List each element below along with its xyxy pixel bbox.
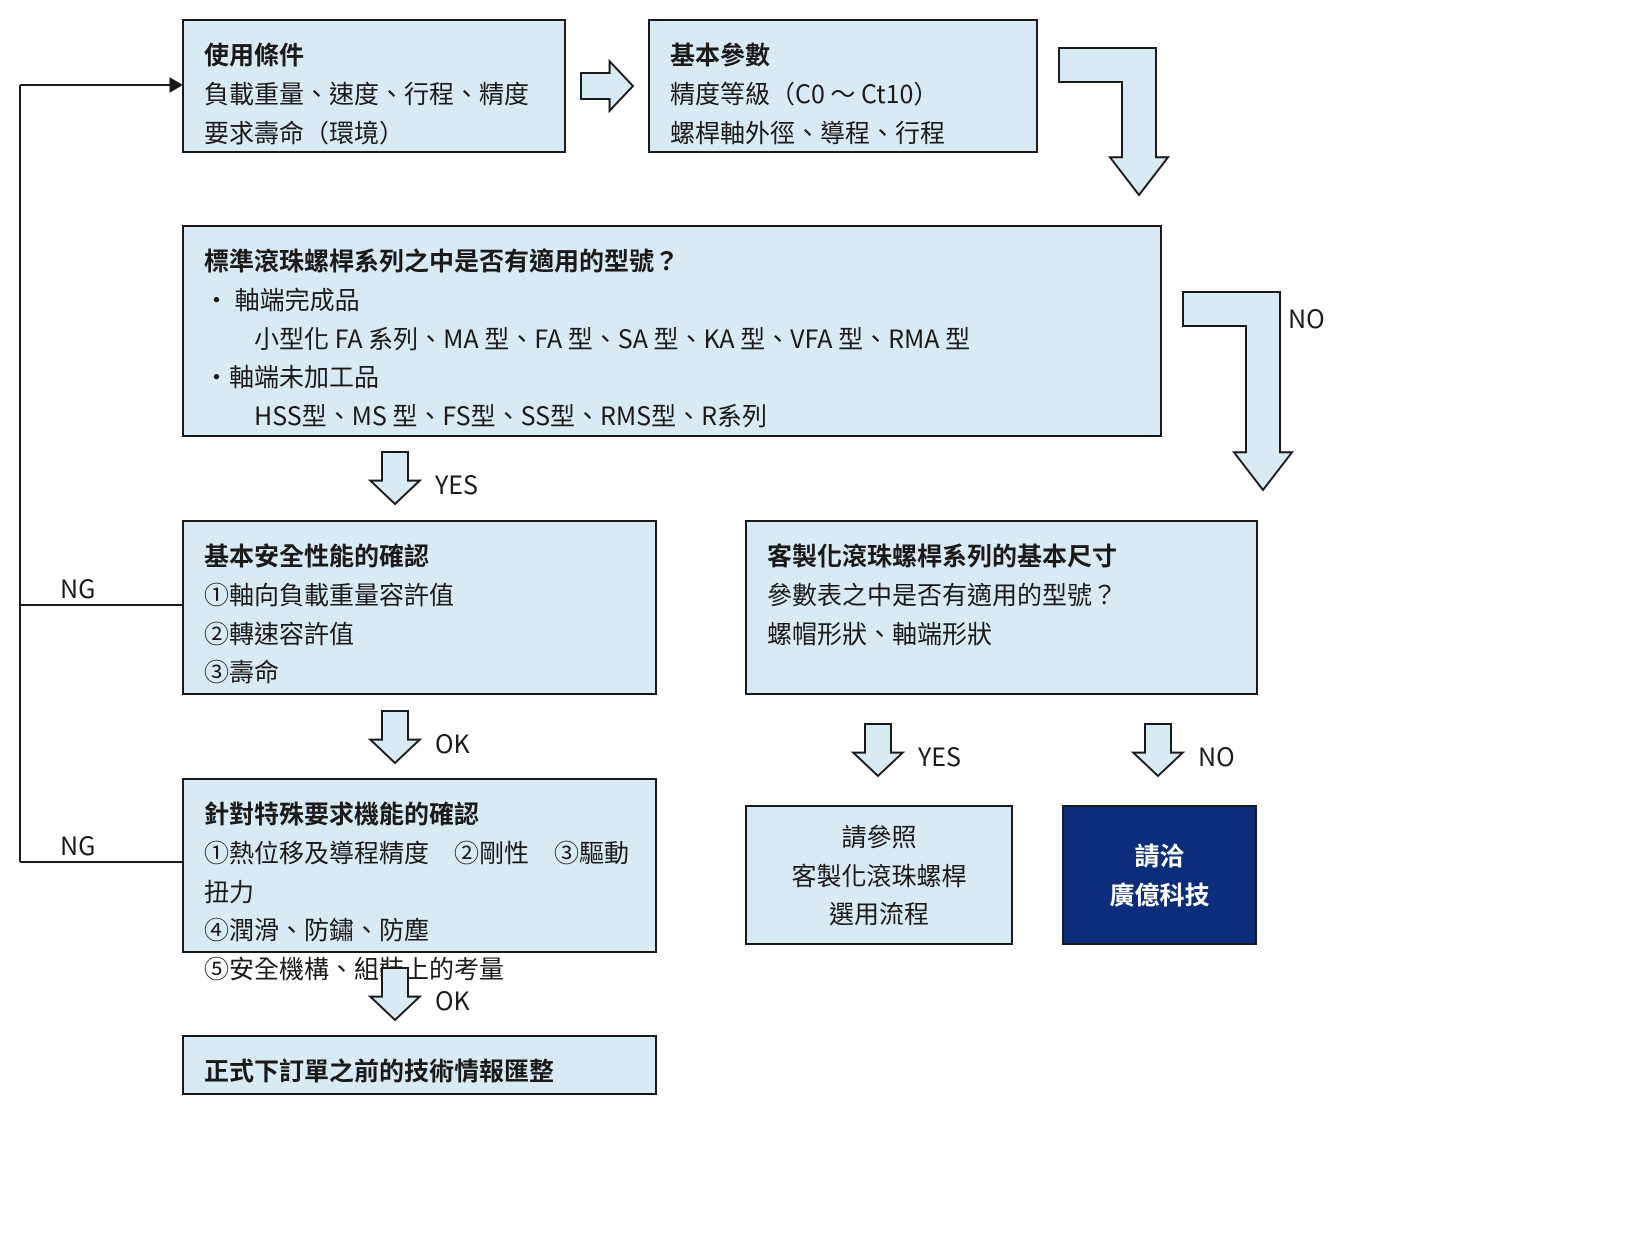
node-line: ①軸向負載重量容許值 — [204, 575, 635, 614]
flowchart-node-b3: 標準滾珠螺桿系列之中是否有適用的型號？・ 軸端完成品 小型化 FA 系列、MA … — [182, 225, 1162, 437]
node-line: ②轉速容許值 — [204, 614, 635, 653]
node-line: 選用流程 — [829, 894, 929, 933]
flowchart-node-b9: 正式下訂單之前的技術情報匯整 — [182, 1035, 657, 1095]
arrow-a7 — [1133, 724, 1182, 776]
node-line: 負載重量、速度、行程、精度 — [204, 74, 544, 113]
flowchart-node-b4: 基本安全性能的確認①軸向負載重量容許值②轉速容許值③壽命 — [182, 520, 657, 695]
node-line: 廣億科技 — [1109, 875, 1209, 914]
node-line: ①熱位移及導程精度 ②剛性 ③驅動扭力 — [204, 833, 635, 911]
node-line: ・ 軸端完成品 — [204, 280, 1140, 319]
arrow-a6 — [853, 724, 902, 776]
arrow-a4 — [370, 711, 419, 763]
arrow-label: OK — [435, 725, 470, 761]
node-line: 參數表之中是否有適用的型號？ — [767, 575, 1236, 614]
flowchart-node-b8: 請洽廣億科技 — [1062, 805, 1257, 945]
node-line: 螺帽形狀、軸端形狀 — [767, 614, 1236, 653]
node-title: 客製化滾珠螺桿系列的基本尺寸 — [767, 536, 1236, 575]
node-title: 針對特殊要求機能的確認 — [204, 794, 635, 833]
ng-label: NG — [60, 827, 95, 863]
node-line: 小型化 FA 系列、MA 型、FA 型、SA 型、KA 型、VFA 型、RMA … — [204, 319, 1140, 358]
node-title: 標準滾珠螺桿系列之中是否有適用的型號？ — [204, 241, 1140, 280]
arrow-label: NO — [1198, 738, 1235, 774]
node-line: 請洽 — [1134, 836, 1184, 875]
node-line: 客製化滾珠螺桿 — [791, 856, 966, 895]
node-title: 基本安全性能的確認 — [204, 536, 635, 575]
flowchart-node-b5: 客製化滾珠螺桿系列的基本尺寸參數表之中是否有適用的型號？螺帽形狀、軸端形狀 — [745, 520, 1258, 695]
arrow-a3 — [370, 452, 419, 504]
node-line: 要求壽命（環境） — [204, 113, 544, 152]
arrow-a1 — [581, 61, 633, 110]
flowchart-node-b2: 基本參數精度等級（C0 ～ Ct10）螺桿軸外徑、導程、行程 — [648, 19, 1038, 153]
node-line: ③壽命 — [204, 652, 635, 691]
node-line: 螺桿軸外徑、導程、行程 — [670, 113, 1016, 152]
arrow-label: YES — [435, 466, 478, 502]
flowchart-node-b6: 針對特殊要求機能的確認①熱位移及導程精度 ②剛性 ③驅動扭力④潤滑、防鏽、防塵⑤… — [182, 778, 657, 953]
node-line: ・軸端未加工品 — [204, 357, 1140, 396]
arrow-label: OK — [435, 982, 470, 1018]
elbow-arrow-label: NO — [1288, 300, 1325, 336]
node-title: 使用條件 — [204, 35, 544, 74]
elbow-arrow-e2 — [1183, 292, 1292, 490]
flowchart-node-b1: 使用條件負載重量、速度、行程、精度要求壽命（環境） — [182, 19, 566, 153]
arrow-label: YES — [918, 738, 961, 774]
node-title: 正式下訂單之前的技術情報匯整 — [204, 1051, 635, 1090]
node-line: ⑤安全機構、組裝上的考量 — [204, 949, 635, 988]
elbow-arrow-e1 — [1059, 48, 1168, 195]
flowchart-node-b7: 請參照客製化滾珠螺桿選用流程 — [745, 805, 1013, 945]
node-line: HSS型、MS 型、FS型、SS型、RMS型、R系列 — [204, 396, 1140, 435]
return-arrowhead — [170, 78, 182, 92]
node-line: 請參照 — [841, 817, 916, 856]
node-title: 基本參數 — [670, 35, 1016, 74]
ng-label: NG — [60, 570, 95, 606]
node-line: 精度等級（C0 ～ Ct10） — [670, 74, 1016, 113]
node-line: ④潤滑、防鏽、防塵 — [204, 910, 635, 949]
